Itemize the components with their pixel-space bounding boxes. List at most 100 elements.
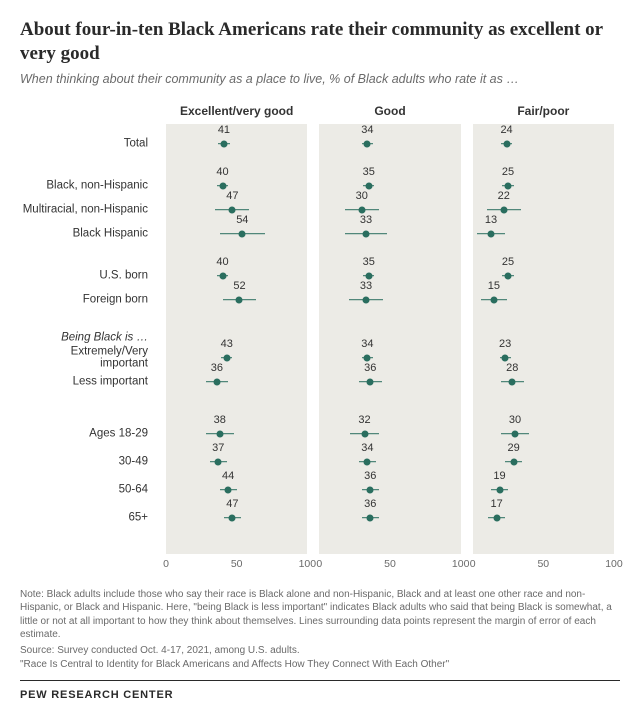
row-label: Extremely/Very important [20,345,148,370]
data-point [364,354,371,361]
value-label: 36 [211,362,223,374]
note-text: Note: Black adults include those who say… [20,588,620,642]
data-point [358,206,365,213]
value-label: 30 [356,190,368,202]
data-point [502,354,509,361]
data-point [219,182,226,189]
data-point [213,378,220,385]
column-header: Fair/poor [467,104,620,118]
chart-body: Excellent/very goodGoodFair/poor Total Bl… [20,104,620,574]
axis-tick: 50 [537,558,549,570]
data-point [223,354,230,361]
row-label: Black, non-Hispanic [46,179,148,192]
x-axis: 050100 [473,558,614,574]
data-point [365,272,372,279]
data-point [504,272,511,279]
data-point [364,140,371,147]
data-point [364,458,371,465]
x-axis: 050100 [166,558,307,574]
panels-row: 4140475440524336383744473435303335333436… [160,124,620,554]
value-label: 13 [485,214,497,226]
source-text: Source: Survey conducted Oct. 4-17, 2021… [20,645,620,656]
value-label: 35 [363,256,375,268]
data-point [215,458,222,465]
value-label: 22 [498,190,510,202]
value-label: 17 [491,498,503,510]
axis-tick: 0 [316,558,322,570]
data-point [362,230,369,237]
value-label: 15 [488,280,500,292]
data-point [500,206,507,213]
axis-row: 050100050100050100 [160,558,620,574]
data-point [496,486,503,493]
value-label: 47 [226,190,238,202]
data-point [504,182,511,189]
data-point [503,140,510,147]
row-label: 65+ [128,511,148,524]
chart-subtitle: When thinking about their community as a… [20,72,620,86]
data-point [362,296,369,303]
row-label: Foreign born [83,293,148,306]
data-point [367,486,374,493]
value-label: 37 [212,442,224,454]
value-label: 47 [226,498,238,510]
value-label: 41 [218,124,230,136]
row-label: Being Black is … [61,331,148,344]
value-label: 34 [361,124,373,136]
row-label: Ages 18-29 [89,427,148,440]
value-label: 25 [502,256,514,268]
data-point [509,378,516,385]
value-label: 28 [506,362,518,374]
row-label: Less important [73,375,148,388]
row-label: Total [124,137,148,150]
chart-title: About four-in-ten Black Americans rate t… [20,18,620,66]
value-label: 29 [508,442,520,454]
axis-tick: 100 [452,558,470,570]
data-point [229,206,236,213]
column-headers: Excellent/very goodGoodFair/poor [160,104,620,118]
column-header: Good [313,104,466,118]
axis-tick: 100 [605,558,623,570]
data-point [220,140,227,147]
value-label: 35 [363,166,375,178]
value-label: 34 [361,442,373,454]
value-label: 32 [358,414,370,426]
panel: 343530333533343632343636 [319,124,460,554]
axis-tick: 50 [384,558,396,570]
data-point [361,430,368,437]
value-label: 19 [493,470,505,482]
chart-container: About four-in-ten Black Americans rate t… [0,0,640,713]
value-label: 34 [361,338,373,350]
data-point [493,514,500,521]
axis-tick: 0 [470,558,476,570]
value-label: 52 [233,280,245,292]
data-point [512,430,519,437]
value-label: 24 [500,124,512,136]
value-label: 23 [499,338,511,350]
row-label: 30-49 [119,455,148,468]
value-label: 40 [216,166,228,178]
value-label: 33 [360,280,372,292]
data-point [367,378,374,385]
axis-tick: 50 [231,558,243,570]
report-text: "Race Is Central to Identity for Black A… [20,659,620,670]
row-label: Black Hispanic [73,227,148,240]
data-point [239,230,246,237]
data-point [236,296,243,303]
value-label: 36 [364,470,376,482]
axis-tick: 0 [163,558,169,570]
row-labels-column: TotalBlack, non-HispanicMultiracial, non… [20,124,160,554]
axis-tick: 100 [299,558,317,570]
data-point [216,430,223,437]
data-point [229,514,236,521]
data-point [365,182,372,189]
data-point [490,296,497,303]
value-label: 30 [509,414,521,426]
data-point [367,514,374,521]
panel: 414047544052433638374447 [166,124,307,554]
data-point [488,230,495,237]
value-label: 43 [221,338,233,350]
value-label: 38 [214,414,226,426]
value-label: 25 [502,166,514,178]
row-label: 50-64 [119,483,148,496]
